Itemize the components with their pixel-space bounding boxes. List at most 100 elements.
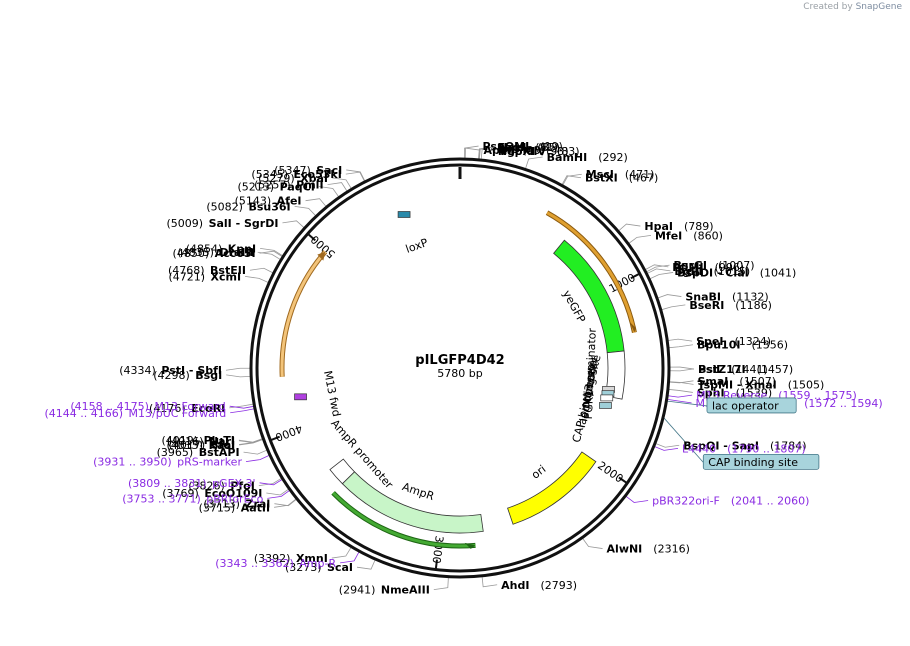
site-afei[interactable]: (5143) AfeI <box>235 195 302 208</box>
site-psti-sbfi[interactable]: (4334) PstI - SbfI <box>119 364 222 377</box>
site-leader <box>274 498 297 508</box>
snapgene-logo: SnapGene <box>855 2 902 12</box>
site-leader <box>225 367 252 371</box>
site-sphi[interactable]: SphI (1539) <box>697 386 772 399</box>
site-nari[interactable]: (4016) NarI <box>167 435 235 448</box>
site-ngomiv[interactable]: NgoMIV (83) <box>498 145 580 158</box>
feature-m13-fwd[interactable] <box>294 393 307 401</box>
site-leader <box>282 220 305 229</box>
site-name: PfoI <box>230 480 255 493</box>
site-bstxi[interactable]: BstXI (467) <box>585 172 658 185</box>
site-pflmi[interactable]: PflMI (996) <box>672 261 744 274</box>
site-ahdi[interactable]: AhdI (2793) <box>501 579 577 592</box>
site-ecori[interactable]: (4176) EcoRI <box>149 402 225 415</box>
site-snabi[interactable]: SnaBI (1132) <box>685 291 768 304</box>
site-pos: (996) <box>715 261 745 274</box>
site-saci[interactable]: (5347) SacI <box>274 164 342 177</box>
site-eco53ki[interactable]: (5345) Eco53kI <box>251 168 341 181</box>
site-bseri[interactable]: BseRI (1186) <box>689 299 772 312</box>
primer-l4440[interactable]: L4440 (1790 .. 1807) <box>682 442 806 455</box>
site-scai[interactable]: (3273) ScaI <box>285 561 353 574</box>
site-smai[interactable]: SmaI (1507) <box>698 375 776 388</box>
box-leader <box>666 400 708 407</box>
feature-cap-binding-site[interactable] <box>599 402 612 409</box>
scale-tick <box>630 272 641 280</box>
site-acc65i[interactable]: (4850) Acc65I <box>173 247 256 260</box>
box-leader <box>662 416 704 463</box>
site-sfoi[interactable]: (4017) SfoI <box>169 439 235 452</box>
site-mfei[interactable]: MfeI (860) <box>655 229 723 242</box>
site-nmeaiii[interactable]: (2941) NmeAIII <box>339 584 430 597</box>
site-pmli[interactable]: (5257) PmlI <box>254 179 323 192</box>
site-draiii[interactable]: (4835) DraIII <box>177 246 253 259</box>
site-psii[interactable]: PsiI (1441) <box>698 363 768 376</box>
primer-name: pGEX 3' <box>212 477 256 490</box>
feature-loxp[interactable] <box>397 211 411 218</box>
site-tspmi-xmai[interactable]: TspMI - XmaI (1505) <box>698 378 825 391</box>
feature-ampr[interactable] <box>341 471 484 534</box>
site-kasi[interactable]: (4015) KasI <box>167 439 236 452</box>
site-spei[interactable]: SpeI (1324) <box>696 335 771 348</box>
site-name: PstI - SbfI <box>161 364 222 377</box>
site-bsrgi[interactable]: BsrGI (1007) <box>674 259 755 272</box>
site-leader <box>667 344 694 349</box>
primer-leader <box>667 394 693 398</box>
primer-prs-marker[interactable]: (3931 .. 3950) pRS-marker <box>93 456 242 469</box>
site-bspqi-sapi[interactable]: BspQI - SapI (1784) <box>683 439 806 452</box>
site-leader <box>464 147 480 160</box>
scale-tick <box>307 232 316 242</box>
primer-m13-forward[interactable]: (4158 .. 4175) M13 Forward <box>70 400 225 413</box>
site-pos: (1186) <box>735 299 772 312</box>
site-name: Acc65I <box>215 247 256 260</box>
site-bsu36i[interactable]: (5082) Bsu36I <box>206 200 290 213</box>
site-pos: (1356) <box>751 339 788 352</box>
site-naei[interactable]: NaeI (85) <box>498 141 560 154</box>
primer-amp-r[interactable]: (3343 .. 3362) Amp-R <box>215 557 336 570</box>
site-pos: (5082) <box>206 200 243 213</box>
site-bsteii[interactable]: (4768) BstEII <box>168 264 246 277</box>
site-bspdi-clai[interactable]: BspDI - ClaI (1041) <box>677 266 796 279</box>
site-zrai[interactable]: (3713) ZraI <box>203 498 270 511</box>
site-bstapi[interactable]: (3965) BstAPI <box>157 446 240 459</box>
site-aatii[interactable]: (3715) AatII <box>199 501 270 514</box>
site-name: BstXI <box>585 172 618 185</box>
site-pspomi[interactable]: PspOMI (19) <box>483 140 563 153</box>
feature-ampr-promoter[interactable] <box>329 458 356 485</box>
feature-lac-promoter[interactable] <box>600 394 614 402</box>
site-bsgi[interactable]: (4298) BsgI <box>153 369 222 382</box>
site-eagi[interactable]: EagI (81) <box>497 141 558 154</box>
feature-ori[interactable] <box>507 451 597 525</box>
site-alwni[interactable]: AlwNI (2316) <box>607 543 690 556</box>
site-sali-sgrdi[interactable]: (5009) SalI - SgrDI <box>166 217 278 230</box>
site-name: BstEII <box>210 264 246 277</box>
site-name: BsgI <box>195 369 222 382</box>
site-pos: (2941) <box>339 584 376 597</box>
site-name: ZraI <box>245 498 270 511</box>
site-xmni[interactable]: (3392) XmnI <box>254 552 328 565</box>
primer-m13-puc-forward[interactable]: (4144 .. 4166) M13/pUC Forward <box>44 407 226 420</box>
primer-pbrforeco[interactable]: (3753 .. 3771) pBRforEco <box>122 492 263 505</box>
site-bamhi[interactable]: BamHI (292) <box>547 151 628 164</box>
site-hpai[interactable]: HpaI (789) <box>644 220 713 233</box>
site-name: SpeI <box>696 335 723 348</box>
site-ecoo109i[interactable]: (3769) EcoO109I <box>162 487 262 500</box>
site-bpu10i[interactable]: Bpu10I (1356) <box>697 339 788 352</box>
site-xcmi[interactable]: (4721) XcmI <box>168 270 241 283</box>
site-pfoi[interactable]: (3826) PfoI <box>188 480 255 493</box>
site-paqci[interactable]: (5213) PaqCI <box>238 180 315 193</box>
site-pspxi[interactable]: PspXI (93) <box>500 145 568 158</box>
site-kpni[interactable]: (4854) KpnI <box>186 242 256 255</box>
site-name: DraIII <box>219 246 253 259</box>
site-bstz17i[interactable]: BstZ17I (1457) <box>698 363 793 376</box>
primer-pbr322ori-f[interactable]: pBR322ori-F (2041 .. 2060) <box>652 494 809 507</box>
primer-pgex-3[interactable]: (3809 .. 3831) pGEX 3' <box>128 477 256 490</box>
site-bglii[interactable]: BglII (1015) <box>674 265 750 278</box>
plasmid-name: pILGFP4D42 <box>415 353 504 368</box>
site-msci[interactable]: MscI (471) <box>586 168 655 181</box>
site-name: SnaBI <box>685 291 721 304</box>
site-leader <box>238 438 264 443</box>
primer-leader <box>229 405 255 409</box>
site-pluti[interactable]: (4019) PluTI <box>162 434 235 447</box>
site-xbai[interactable]: (5279) XbaI <box>258 172 328 185</box>
site-apai[interactable]: ApaI (23) <box>483 144 545 157</box>
